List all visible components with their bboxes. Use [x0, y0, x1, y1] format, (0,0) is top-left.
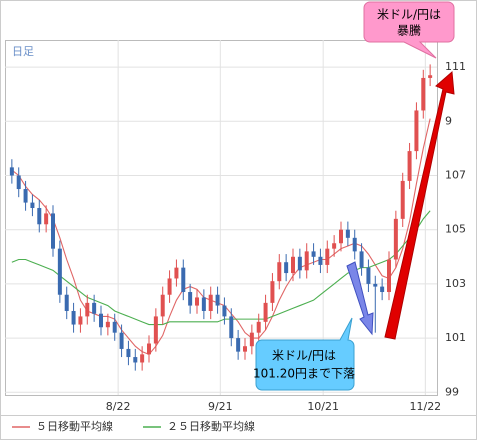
candle-body [236, 338, 241, 352]
x-tick-label: 10/21 [307, 400, 339, 413]
plot-area [5, 40, 438, 396]
candle-body [51, 213, 55, 249]
x-tick-label: 8/22 [106, 400, 131, 413]
y-tick-label: 105 [445, 223, 466, 236]
candle-body [23, 189, 28, 203]
candle-body [345, 229, 350, 238]
candle-body [407, 151, 412, 181]
candle-body [140, 354, 145, 363]
candle-body [332, 243, 337, 249]
candle-body [30, 202, 35, 209]
candle-body [37, 208, 42, 225]
y-tick-label: 9 [445, 114, 452, 127]
candle-body [133, 357, 138, 363]
candle-body [366, 267, 371, 284]
candle-body [9, 167, 14, 176]
candle-body [243, 346, 247, 352]
candle-body [147, 343, 151, 355]
candle-body [414, 110, 419, 152]
candle-body [92, 302, 97, 314]
candle-body [339, 229, 343, 244]
candle-body [153, 316, 158, 344]
candle-body [380, 286, 385, 293]
candle-body [201, 297, 206, 311]
y-tick-label: 111 [445, 60, 466, 73]
callout-text: 暴騰 [397, 23, 421, 38]
candle-body [160, 294, 165, 317]
candle-body [297, 256, 302, 271]
candle-body [222, 305, 227, 317]
legend-label: ２５日移動平均線 [167, 419, 255, 433]
callout-text: 米ドル/円は [377, 8, 441, 22]
candle-body [105, 321, 110, 328]
candle-body [85, 302, 90, 317]
candle-body [270, 281, 275, 303]
candle-body [215, 294, 220, 306]
candle-body [195, 297, 199, 306]
candle-body [311, 251, 316, 257]
candle-body [208, 294, 213, 311]
y-tick-label: 101 [445, 331, 466, 344]
callout-text: 米ドル/円は [272, 349, 336, 363]
candle-body [352, 237, 357, 252]
candle-body [400, 180, 405, 219]
candle-body [57, 248, 62, 295]
x-tick-label: 11/22 [409, 400, 441, 413]
candle-body [428, 75, 433, 78]
plot: 99 101 103 105 107 9 111 8/22 9/21 10/21 11/22 [5, 40, 466, 413]
candle-body [71, 310, 76, 325]
candle-body [318, 256, 323, 265]
candle-body [256, 321, 261, 333]
candle-body [64, 294, 69, 311]
x-tick-label: 9/21 [208, 400, 233, 413]
candle-body [249, 332, 254, 347]
callout-text: 101.20円まで下落 [253, 367, 355, 381]
callout-up [363, 1, 455, 59]
candle-body [99, 313, 103, 328]
moving-average-line [11, 210, 431, 326]
candle-body [188, 292, 193, 306]
candle-body [325, 248, 330, 265]
legend-box [0, 415, 477, 440]
candle-body [181, 267, 186, 293]
candle-body [304, 251, 309, 271]
candle-body [359, 251, 364, 268]
down-arrow [346, 261, 374, 336]
candle-body [229, 316, 234, 339]
up-arrow [384, 70, 455, 340]
candle-body [284, 262, 289, 274]
legend: ５日移動平均線 ２５日移動平均線 [12, 419, 255, 433]
candle-body [44, 213, 49, 225]
candle-body [126, 348, 131, 358]
candle-body [112, 321, 117, 333]
callout-down [255, 317, 355, 391]
candle-body [174, 267, 179, 279]
candle-body [421, 77, 426, 111]
candle-body [167, 278, 172, 295]
candle-body [263, 302, 268, 322]
candle-body [277, 262, 282, 282]
y-tick-label: 107 [445, 168, 466, 181]
candle-body [387, 259, 391, 293]
candle-body [373, 283, 378, 287]
candle-body [291, 256, 295, 274]
candle-body [119, 332, 124, 349]
chart-title: 日足 [12, 45, 34, 58]
y-tick-label: 103 [445, 277, 466, 290]
moving-average-line [11, 118, 431, 356]
candle-body [16, 175, 21, 190]
candle-body [393, 218, 398, 260]
legend-label: ５日移動平均線 [36, 419, 113, 433]
candle-body [78, 316, 83, 325]
y-tick-label: 99 [445, 385, 459, 398]
